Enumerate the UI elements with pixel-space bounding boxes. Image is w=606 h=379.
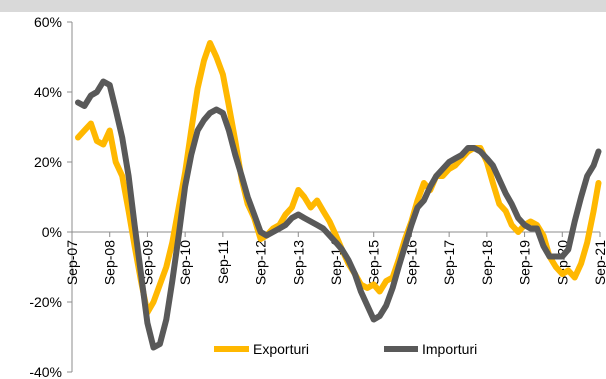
x-tick-label: Sep-12 (253, 240, 269, 285)
legend: Exporturi Importuri (214, 341, 477, 357)
y-tick-label: 20% (34, 154, 62, 170)
legend-label-importuri: Importuri (422, 341, 477, 357)
y-tick-label: -40% (29, 364, 62, 379)
top-bar (0, 0, 606, 12)
x-tick-label: Sep-17 (441, 240, 457, 285)
y-tick-label: -20% (29, 294, 62, 310)
x-tick-label: Sep-21 (592, 240, 606, 285)
y-tick-label: 40% (34, 84, 62, 100)
x-tick-label: Sep-10 (177, 240, 193, 285)
series-line-importuri (75, 78, 602, 351)
y-axis: 60% 40% 20% 0% -20% -40% (29, 14, 73, 379)
legend-label-exporturi: Exporturi (253, 341, 309, 357)
x-tick-label: Sep-19 (517, 240, 533, 285)
x-tick-label: Sep-18 (479, 240, 495, 285)
x-tick-label: Sep-13 (290, 240, 306, 285)
series-lines (75, 40, 602, 351)
x-tick-label: Sep-08 (102, 240, 118, 285)
x-tick-label: Sep-16 (403, 240, 419, 285)
y-tick-label: 60% (34, 14, 62, 30)
x-tick-label: Sep-15 (366, 240, 382, 285)
y-tick-label: 0% (42, 224, 62, 240)
x-tick-label: Sep-11 (215, 240, 231, 284)
x-tick-label: Sep-07 (64, 240, 80, 285)
